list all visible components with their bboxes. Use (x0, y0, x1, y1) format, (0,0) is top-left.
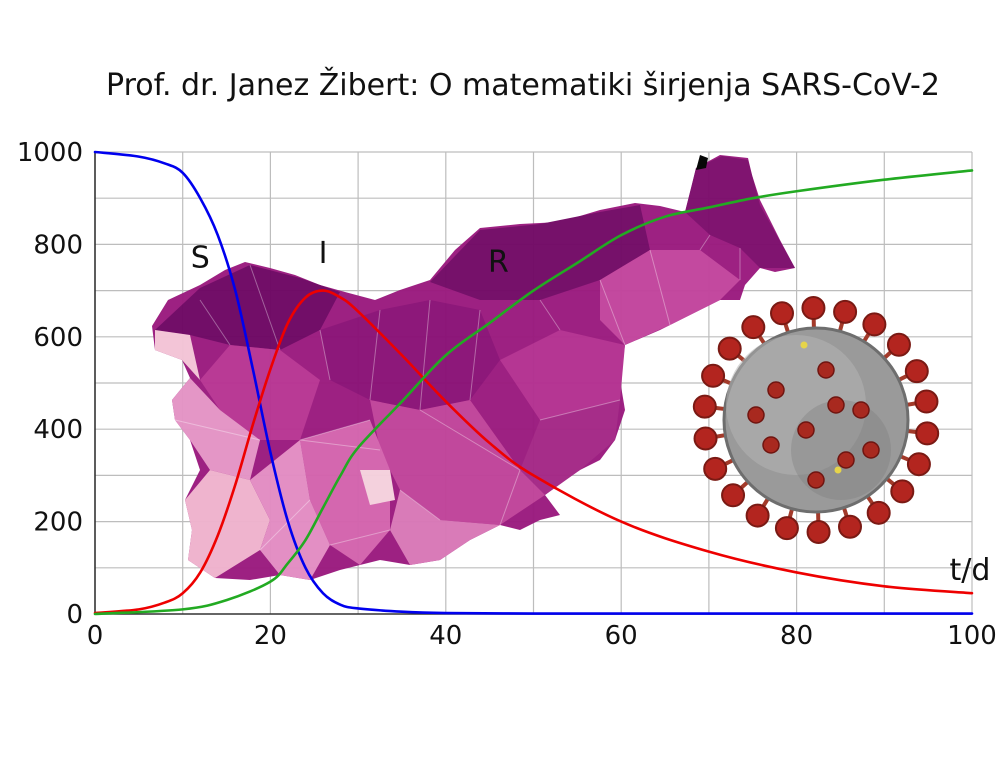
virus-surface-protein (852, 401, 870, 419)
virus-surface-protein (747, 406, 765, 424)
virus-spike-head (914, 389, 939, 414)
virus-spike-head (701, 363, 726, 388)
x-tick-label: 80 (780, 621, 813, 651)
virus-spike-head (833, 299, 858, 324)
y-tick-label: 800 (33, 230, 83, 260)
series-line-s (93, 150, 974, 615)
virus-spike-head (806, 519, 831, 544)
x-tick-label: 60 (605, 621, 638, 651)
y-tick-label: 600 (33, 323, 83, 353)
x-tick-label: 0 (87, 621, 104, 651)
virus-surface-protein (817, 361, 835, 379)
x-tick-label: 20 (254, 621, 287, 651)
chart-title: Prof. dr. Janez Žibert: O matematiki šir… (106, 67, 940, 103)
x-tick-label: 100 (947, 621, 997, 651)
series-line-i (93, 289, 974, 615)
virus-surface-dot (800, 341, 808, 349)
series-label-s: S (191, 241, 210, 276)
virus-spike-head (906, 452, 931, 477)
virus-spike-head (741, 315, 766, 340)
y-tick-label: 0 (66, 600, 83, 630)
y-tick-label: 200 (33, 508, 83, 538)
virus-spike-head (904, 359, 929, 384)
virus-surface-protein (837, 451, 855, 469)
virus-surface-protein (767, 381, 785, 399)
virus-spike-head (770, 301, 795, 326)
x-tick-label: 40 (429, 621, 462, 651)
virus-surface-protein (862, 441, 880, 459)
virus-spike-head (837, 514, 862, 539)
y-tick-label: 1000 (17, 138, 83, 168)
series-line-r (93, 169, 974, 616)
virus-spike-head (693, 426, 718, 451)
virus-surface-protein (797, 421, 815, 439)
virus-surface-protein (807, 471, 825, 489)
virus-spike-head (890, 479, 915, 504)
y-tick-label: 400 (33, 415, 83, 445)
virus-spike-head (886, 332, 911, 357)
x-unit-label: t/d (950, 553, 991, 588)
virus-surface-protein (827, 396, 845, 414)
virus-spike-head (801, 296, 826, 321)
virus-surface-dot (834, 466, 842, 474)
virus-spike-head (866, 500, 891, 525)
map-of-slovenia-municipalities (152, 155, 795, 580)
virus-spike-head (721, 483, 746, 508)
series-label-r: R (488, 245, 509, 280)
series-label-i: I (319, 236, 328, 271)
virus-spike-head (915, 421, 940, 446)
virus-surface-protein (762, 436, 780, 454)
virus-spike-head (862, 312, 887, 337)
virus-spike-head (745, 503, 770, 528)
virus-spike-head (774, 516, 799, 541)
coronavirus-illustration (692, 296, 940, 544)
plot-area (93, 150, 974, 616)
virus-spike-head (692, 394, 717, 419)
virus-spike-head (717, 336, 742, 361)
virus-spike-head (703, 456, 728, 481)
